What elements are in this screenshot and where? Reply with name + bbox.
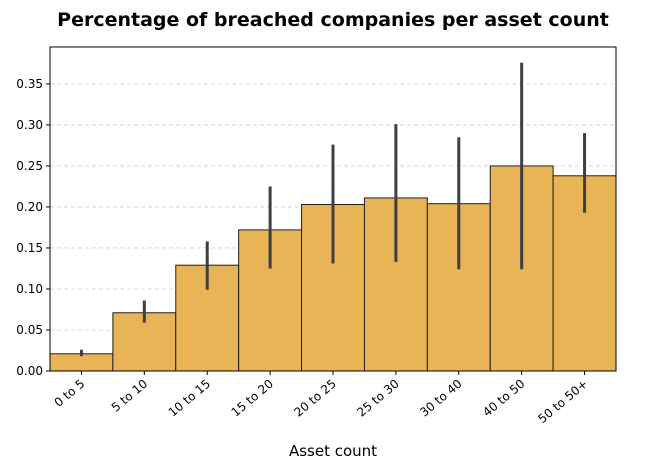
x-tick-label: 40 to 50 bbox=[480, 377, 527, 420]
x-tick-label: 50 to 50+ bbox=[535, 377, 590, 426]
y-tick-label: 0.30 bbox=[16, 118, 43, 132]
x-tick-label: 30 to 40 bbox=[417, 377, 464, 420]
y-axis: 0.00 0.05 0.10 0.15 0.20 0.25 0.30 0.35 bbox=[16, 77, 50, 378]
y-tick-label: 0.05 bbox=[16, 323, 43, 337]
x-tick-label: 15 to 20 bbox=[229, 377, 276, 420]
y-tick-label: 0.35 bbox=[16, 77, 43, 91]
x-axis-label: Asset count bbox=[289, 442, 377, 460]
x-tick-label: 5 to 10 bbox=[109, 377, 151, 415]
chart-title: Percentage of breached companies per ass… bbox=[57, 9, 609, 31]
bar bbox=[49, 353, 114, 372]
x-tick-label: 10 to 15 bbox=[166, 377, 213, 420]
y-tick-label: 0.10 bbox=[16, 282, 43, 296]
y-tick-label: 0.00 bbox=[16, 364, 43, 378]
y-tick-label: 0.20 bbox=[16, 200, 43, 214]
x-tick-label: 20 to 25 bbox=[291, 377, 338, 420]
x-axis: 0 to 5 5 to 10 10 to 15 15 to 20 20 to 25 25 … bbox=[52, 371, 590, 426]
y-tick-label: 0.25 bbox=[16, 159, 43, 173]
x-tick-label: 0 to 5 bbox=[52, 377, 88, 410]
error-bars bbox=[79, 62, 587, 357]
x-tick-label: 25 to 30 bbox=[354, 377, 401, 420]
y-tick-label: 0.15 bbox=[16, 241, 43, 255]
